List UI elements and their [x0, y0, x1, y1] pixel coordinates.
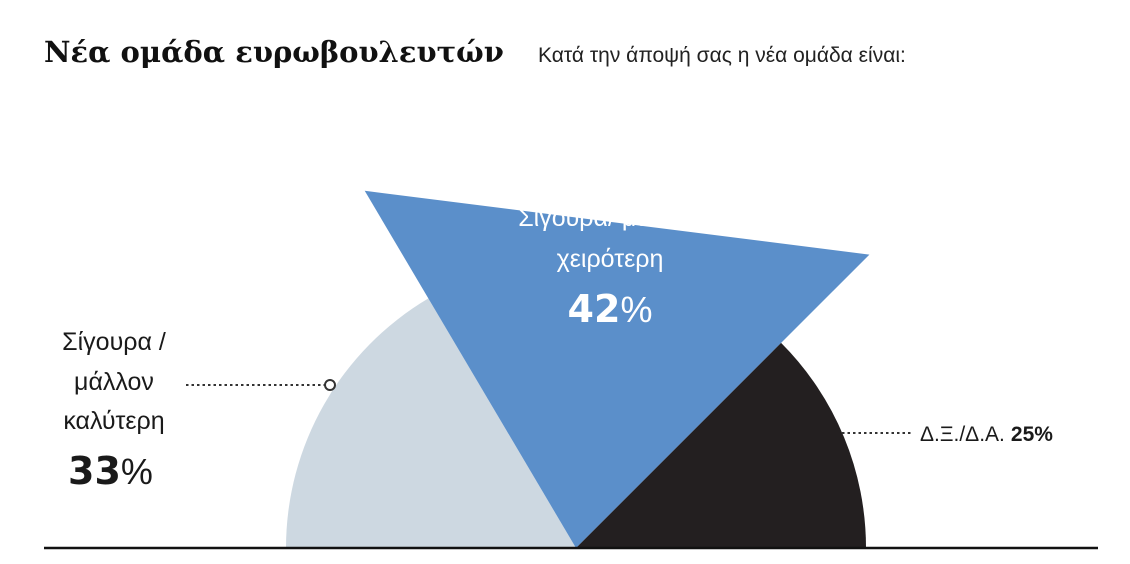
chart-subtitle: Κατά την άποψή σας η νέα ομάδα είναι:	[538, 44, 906, 67]
slice-label-better-line-3: καλύτερη	[63, 407, 164, 435]
slice-better	[286, 298, 576, 548]
slice-value-better-number: 33	[68, 449, 121, 493]
slice-value-dk: 25%	[1011, 423, 1053, 446]
slice-value-worse: 42%	[568, 287, 653, 331]
leader-dot-better	[324, 379, 336, 391]
slice-label-dk-text: Δ.Ξ./Δ.Α.	[920, 423, 1005, 446]
slice-value-better-percent: %	[121, 451, 153, 492]
slice-value-worse-number: 42	[568, 287, 621, 331]
slice-value-better: 33%	[68, 449, 153, 493]
slice-label-better-line-1: Σίγουρα /	[62, 328, 166, 356]
slice-label-dk: Δ.Ξ./Δ.Α. 25%	[920, 423, 1053, 446]
slice-dk	[576, 342, 866, 548]
slice-label-worse-line-2: χειρότερη	[557, 245, 664, 273]
pie-slices	[286, 190, 870, 549]
slice-label-worse-line-1: Σίγουρα/ μάλλον	[518, 204, 702, 232]
chart-title: Νέα ομάδα ευρωβουλευτών	[44, 35, 504, 69]
slice-value-worse-percent: %	[620, 289, 652, 330]
slice-label-better-line-2: μάλλον	[74, 368, 154, 396]
slice-worse	[364, 190, 870, 549]
